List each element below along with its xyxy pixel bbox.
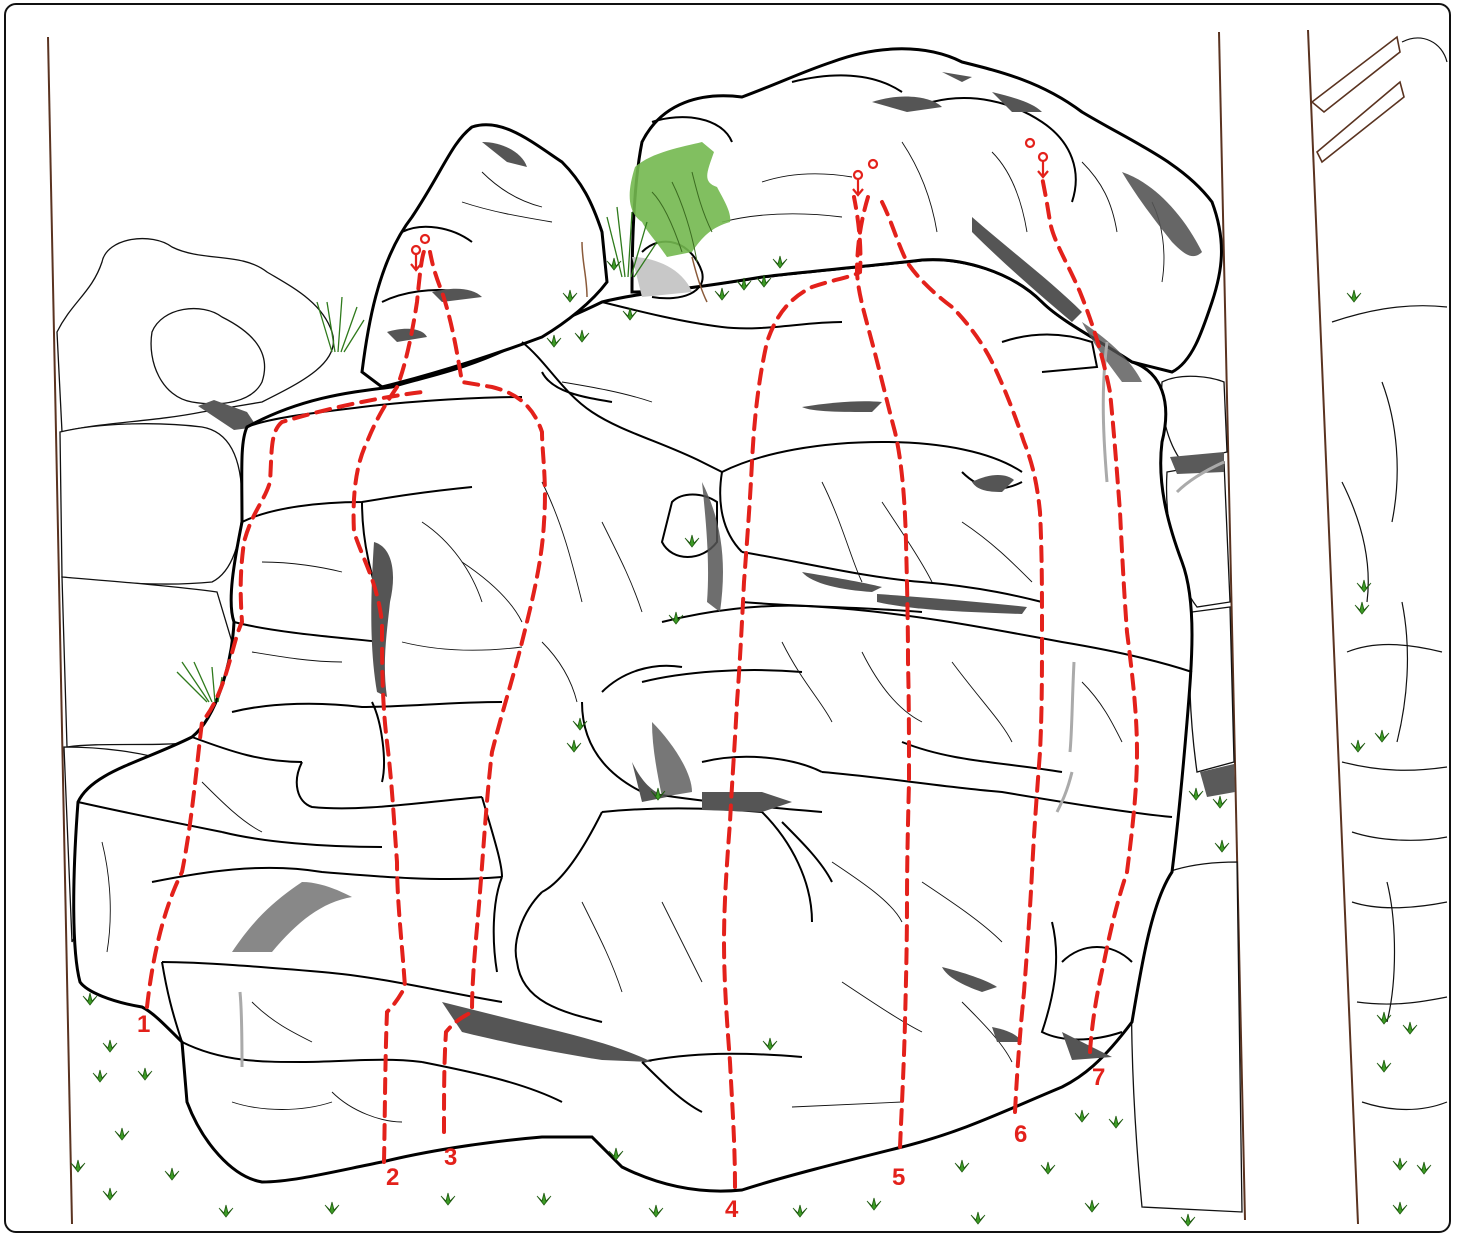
grass-tuft-icon <box>572 717 588 731</box>
grass-tuft-icon <box>324 1201 340 1215</box>
grass-tuft-icon <box>218 1204 234 1218</box>
left-post <box>47 36 73 1225</box>
grass-tuft-icon <box>1376 1059 1392 1073</box>
grass-tuft-icon <box>1392 1157 1408 1171</box>
grass-tuft-icon <box>82 992 98 1006</box>
grass-tuft-icon <box>792 1204 808 1218</box>
grass-tuft-icon <box>1212 795 1228 809</box>
grass-tuft-icon <box>574 329 590 343</box>
grass-tuft-icon <box>1350 739 1366 753</box>
anchor-icon <box>852 158 879 197</box>
grass-tuft-icon <box>546 334 562 348</box>
grass-tuft-icon <box>954 1159 970 1173</box>
route-label-2: 2 <box>386 1164 399 1191</box>
grass-tufts-large <box>176 206 658 703</box>
grass-tuft-icon <box>1346 289 1362 303</box>
grass-tuft-icon <box>714 287 730 301</box>
grass-tuft-icon <box>102 1039 118 1053</box>
route-label-3: 3 <box>444 1144 457 1171</box>
rock-ledges <box>77 74 1193 1113</box>
route-label-1: 1 <box>137 1011 150 1038</box>
grass-tuft-icon <box>164 1167 180 1181</box>
grass-tuft-icon <box>1376 1011 1392 1025</box>
grass-tuft-icon <box>756 274 772 288</box>
route-5-line <box>854 195 912 1149</box>
route-labels: 1 2 3 4 5 6 7 <box>137 1011 1105 1223</box>
route-4-line <box>721 195 863 1189</box>
grass-tuft-icon <box>70 1159 86 1173</box>
grass-tuft-icon <box>1180 1213 1196 1227</box>
anchor-icon <box>410 233 431 272</box>
grass-tuft-icon <box>1040 1161 1056 1175</box>
rock-shadows <box>232 401 1112 1062</box>
summit-shadows <box>387 72 1202 382</box>
route-1-line <box>145 390 424 1009</box>
grass-tuft-icon <box>606 257 622 271</box>
route-6-line <box>880 200 1044 1114</box>
anchor-icon <box>1024 137 1049 179</box>
grass-tuft-icon <box>92 1069 108 1083</box>
grass-tuft-icon <box>1416 1161 1432 1175</box>
grass-tuft-icon <box>1402 1021 1418 1035</box>
grass-tuft-icon <box>566 739 582 753</box>
grass-tuft-icon <box>1188 787 1204 801</box>
routes <box>145 175 1140 1189</box>
tree-patch-icon <box>581 142 731 303</box>
grass-tuft-icon <box>650 787 666 801</box>
right-post <box>1218 31 1246 1221</box>
rock-texture <box>101 141 1165 1123</box>
grass-tuft-icon <box>1214 839 1230 853</box>
grass-tuft-icon <box>440 1192 456 1206</box>
route-2-line <box>351 245 428 1164</box>
grass-tuft-icon <box>684 534 700 548</box>
route-label-5: 5 <box>892 1164 905 1191</box>
grass-tuft-icon <box>1374 729 1390 743</box>
grass-tuft-icon <box>608 1147 624 1161</box>
grass-tuft-icon <box>1084 1199 1100 1213</box>
background-shadows <box>198 400 257 430</box>
topo-drawing: 1 2 3 4 5 6 7 <box>47 29 1448 1227</box>
grass-tuft-icon <box>137 1067 153 1081</box>
route-label-7: 7 <box>1092 1064 1105 1091</box>
grass-tuft-icon <box>562 289 578 303</box>
side-panel-left-edge <box>1307 29 1359 1225</box>
grass-tuft-icon <box>102 1187 118 1201</box>
grass-tuft-icon <box>1354 601 1370 615</box>
grass-tuft-icon <box>1108 1115 1124 1129</box>
grass-tuft-icon <box>648 1204 664 1218</box>
grey-streaks <box>238 341 1225 1068</box>
grass-tuft-icon <box>114 1127 130 1141</box>
grass-tuft-icon <box>622 307 638 321</box>
grass-sprigs <box>70 255 1432 1227</box>
grass-tuft-icon <box>1074 1109 1090 1123</box>
grass-tuft-icon <box>1392 1201 1408 1215</box>
grass-tuft-icon <box>970 1211 986 1225</box>
side-panel <box>1310 35 1448 1111</box>
grass-tuft-icon <box>866 1197 882 1211</box>
route-7-line <box>1040 175 1140 1054</box>
topo-frame: 1 2 3 4 5 6 7 <box>4 3 1451 1233</box>
route-label-4: 4 <box>725 1196 739 1223</box>
grass-tuft-icon <box>772 255 788 269</box>
route-label-6: 6 <box>1014 1121 1027 1148</box>
right-rocks <box>1130 375 1243 1213</box>
grass-tuft-icon <box>668 611 684 625</box>
grass-tuft-icon <box>1356 579 1372 593</box>
anchors <box>410 137 1049 272</box>
frame-posts <box>47 29 1359 1225</box>
route-3-line <box>428 250 547 1134</box>
grass-tuft-icon <box>536 1192 552 1206</box>
grass-tuft-icon <box>736 277 752 291</box>
grass-tuft-icon <box>762 1037 778 1051</box>
